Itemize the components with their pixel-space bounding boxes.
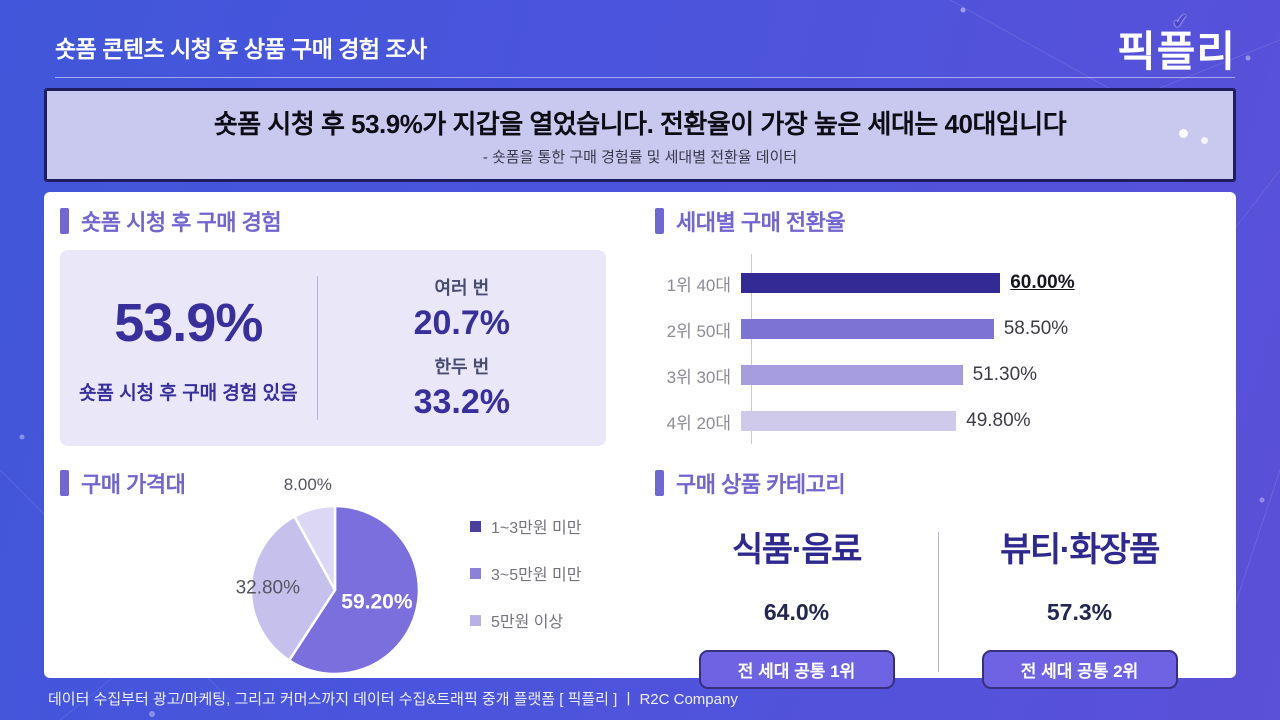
bar-value-label: 51.30% bbox=[972, 364, 1038, 385]
category-item-food: 식품·음료 64.0% 전 세대 공통 1위 bbox=[655, 522, 938, 689]
logo-check-icon: ✔ bbox=[1170, 10, 1191, 34]
bar-value-label: 58.50% bbox=[1003, 318, 1069, 339]
category-value: 57.3% bbox=[1046, 599, 1113, 625]
bar-category-label: 1위 40대 bbox=[666, 275, 731, 295]
page-title: 숏폼 콘텐츠 시청 후 상품 구매 경험 조사 bbox=[55, 36, 427, 62]
bar-track: 60.00% bbox=[741, 272, 1221, 293]
decor-dot bbox=[1179, 129, 1188, 138]
legend-swatch bbox=[470, 614, 481, 626]
stat-breakdown: 여러 번 20.7% 한두 번 33.2% bbox=[318, 250, 606, 446]
section-header: 구매 가격대 bbox=[60, 468, 620, 498]
brand-logo: 픽플리 ✔ bbox=[1117, 10, 1236, 79]
section-header: 세대별 구매 전환율 bbox=[655, 206, 1221, 236]
pie-value-label: 32.80% bbox=[236, 578, 301, 599]
generation-bar-chart: 1위 40대 60.00% 2위 50대 58.50% 3위 30대 51.30% 4위 2… bbox=[655, 254, 1221, 444]
section-price-range: 구매 가격대 59.20% 32.80% 8.00% 1~3만원 미만 3~5만원 미… bbox=[60, 468, 620, 676]
section-accent-bar bbox=[655, 208, 664, 234]
legend-swatch bbox=[470, 567, 481, 579]
brand-logo-text: 픽플리 bbox=[1117, 28, 1236, 75]
pie-slice bbox=[287, 504, 421, 676]
price-pie-chart: 59.20% 32.80% 8.00% bbox=[236, 475, 421, 676]
section-header: 구매 상품 카테고리 bbox=[655, 468, 1221, 498]
breakdown-value: 20.7% bbox=[413, 304, 510, 342]
pie-value-label: 59.20% bbox=[341, 590, 413, 613]
legend-item: 5만원 이상 bbox=[470, 608, 581, 632]
bar-row: 2위 50대 58.50% bbox=[655, 306, 1221, 352]
breakdown-label: 한두 번 bbox=[434, 357, 490, 377]
key-message-banner: 숏폼 시청 후 53.9%가 지갑을 열었습니다. 전환율이 가장 높은 세대는… bbox=[44, 88, 1236, 182]
banner-subtitle: - 숏폼을 통한 구매 경험률 및 세대별 전환율 데이터 bbox=[482, 148, 798, 166]
pie-slice bbox=[292, 504, 337, 591]
bar-fill bbox=[741, 273, 1001, 293]
bar-fill bbox=[741, 365, 963, 385]
breakdown-value: 33.2% bbox=[413, 383, 510, 421]
pie-legend: 1~3만원 미만 3~5만원 미만 5만원 이상 bbox=[470, 514, 581, 655]
bar-value-label: 49.80% bbox=[966, 410, 1031, 431]
section-title: 숏폼 시청 후 구매 경험 bbox=[81, 210, 282, 235]
section-accent-bar bbox=[60, 208, 69, 234]
breakdown-label: 여러 번 bbox=[434, 278, 490, 298]
bar-category-label: 2위 50대 bbox=[666, 321, 731, 341]
category-rank-badge: 전 세대 공통 2위 bbox=[981, 650, 1178, 689]
bar-track: 51.30% bbox=[741, 364, 1221, 385]
category-name: 식품·음료 bbox=[732, 531, 862, 569]
content-panel: 숏폼 시청 후 구매 경험 53.9% 숏폼 시청 후 구매 경험 있음 여러 … bbox=[44, 192, 1236, 689]
category-columns: 식품·음료 64.0% 전 세대 공통 1위 뷰티·화장품 57.3% 전 세대… bbox=[655, 522, 1221, 689]
section-title: 구매 가격대 bbox=[81, 472, 186, 497]
stat-main-value: 53.9% bbox=[114, 292, 263, 353]
stat-divider bbox=[316, 276, 318, 420]
bar-row: 1위 40대 60.00% bbox=[655, 260, 1221, 306]
bar-category-label: 4위 20대 bbox=[666, 413, 731, 433]
category-item-beauty: 뷰티·화장품 57.3% 전 세대 공통 2위 bbox=[938, 522, 1221, 689]
legend-swatch bbox=[470, 520, 481, 532]
section-product-category: 구매 상품 카테고리 식품·음료 64.0% 전 세대 공통 1위 뷰티·화장품… bbox=[655, 468, 1221, 689]
section-purchase-experience: 숏폼 시청 후 구매 경험 53.9% 숏폼 시청 후 구매 경험 있음 여러 … bbox=[60, 206, 620, 446]
section-generation-conversion: 세대별 구매 전환율 1위 40대 60.00% 2위 50대 58.50% 3위 30… bbox=[655, 206, 1221, 444]
bar-value-label: 60.00% bbox=[1010, 272, 1075, 293]
legend-item: 1~3만원 미만 bbox=[470, 514, 581, 538]
bar-category-label: 3위 30대 bbox=[666, 367, 731, 387]
bar-fill bbox=[741, 411, 957, 431]
bar-row: 3위 30대 51.30% bbox=[655, 352, 1221, 398]
stat-main-label: 숏폼 시청 후 구매 경험 있음 bbox=[78, 382, 298, 404]
bar-row: 4위 20대 49.80% bbox=[655, 398, 1221, 444]
header-divider bbox=[55, 77, 1235, 78]
category-name: 뷰티·화장품 bbox=[1000, 531, 1160, 569]
bar-chart-axis bbox=[751, 254, 752, 444]
bar-track: 49.80% bbox=[741, 410, 1221, 431]
legend-label: 3~5만원 미만 bbox=[491, 567, 582, 584]
legend-label: 5만원 이상 bbox=[491, 614, 564, 631]
legend-label: 1~3만원 미만 bbox=[491, 520, 582, 537]
legend-item: 3~5만원 미만 bbox=[470, 561, 581, 585]
section-accent-bar bbox=[60, 470, 69, 496]
pie-value-label: 8.00% bbox=[284, 475, 332, 494]
banner-headline: 숏폼 시청 후 53.9%가 지갑을 열었습니다. 전환율이 가장 높은 세대는… bbox=[213, 108, 1067, 139]
category-divider bbox=[938, 532, 939, 672]
section-header: 숏폼 시청 후 구매 경험 bbox=[60, 206, 620, 236]
category-rank-badge: 전 세대 공통 1위 bbox=[698, 650, 895, 689]
section-title: 구매 상품 카테고리 bbox=[676, 472, 846, 497]
stat-main: 53.9% 숏폼 시청 후 구매 경험 있음 bbox=[60, 250, 317, 446]
bar-track: 58.50% bbox=[741, 318, 1221, 339]
section-accent-bar bbox=[655, 470, 664, 496]
bar-fill bbox=[741, 319, 994, 339]
category-value: 64.0% bbox=[763, 599, 830, 625]
purchase-stat-card: 53.9% 숏폼 시청 후 구매 경험 있음 여러 번 20.7% 한두 번 3… bbox=[60, 250, 606, 446]
decor-dot bbox=[1201, 137, 1208, 144]
section-title: 세대별 구매 전환율 bbox=[676, 210, 846, 235]
footer-text: 데이터 수집부터 광고/마케팅, 그리고 커머스까지 데이터 수집&트래픽 중개… bbox=[48, 691, 738, 708]
